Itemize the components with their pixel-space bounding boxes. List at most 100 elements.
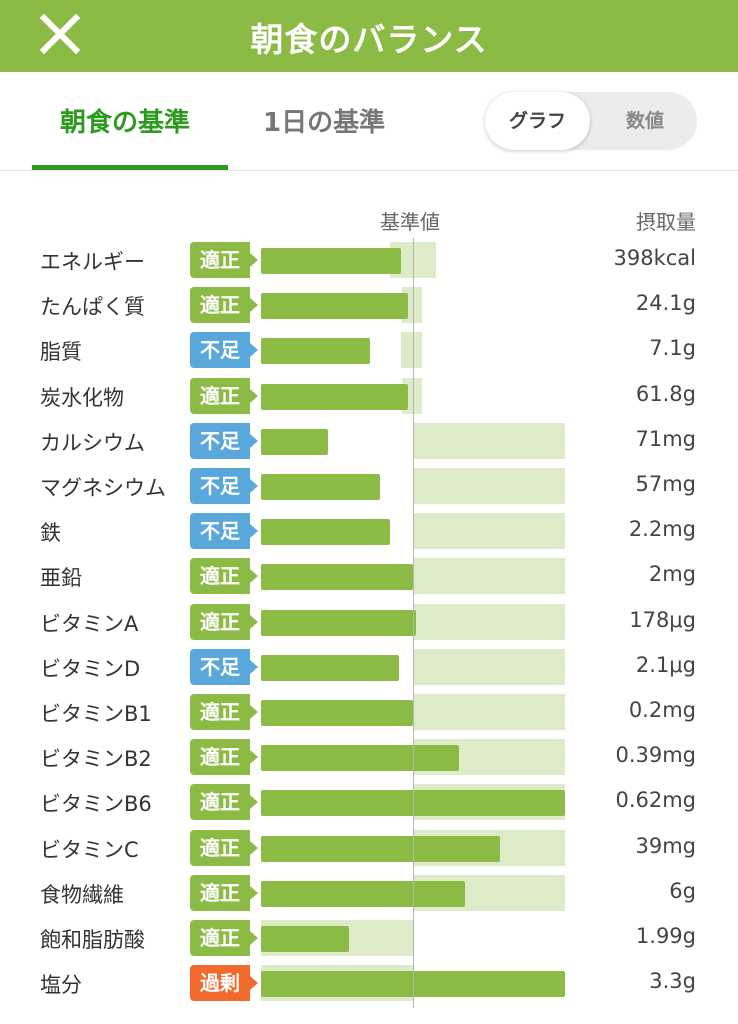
status-badge: 適正 <box>190 920 258 956</box>
nutrient-row: ビタミンD 不足 2.1μg <box>0 647 738 692</box>
nutrient-row: 食物繊維 適正 6g <box>0 873 738 918</box>
nutrient-name: 鉄 <box>40 521 61 546</box>
nutrient-name: たんぱく質 <box>40 295 145 320</box>
intake-bar <box>261 338 371 365</box>
page-title: 朝食のバランス <box>250 20 488 59</box>
status-badge: 不足 <box>190 332 258 369</box>
intake-bar <box>261 880 465 907</box>
close-icon[interactable] <box>36 10 84 58</box>
intake-bar <box>261 428 328 455</box>
nutrient-name: 食物繊維 <box>40 882 124 907</box>
nutrient-row: ビタミンB6 適正 0.62mg <box>0 782 738 827</box>
intake-amount: 3.3g <box>649 969 696 994</box>
status-badge: 適正 <box>190 287 258 324</box>
nutrient-row: エネルギー 適正 398kcal <box>0 240 738 285</box>
intake-column-header: 摂取量 <box>636 210 696 234</box>
reference-range <box>413 603 565 640</box>
nutrient-name: ビタミンB6 <box>40 792 152 817</box>
intake-amount: 57mg <box>635 472 696 496</box>
intake-amount: 0.39mg <box>615 743 696 768</box>
nutrient-row: ビタミンB1 適正 0.2mg <box>0 692 738 737</box>
reference-range <box>413 468 565 504</box>
nutrient-name: 脂質 <box>40 340 82 365</box>
intake-bar <box>261 835 500 862</box>
reference-range <box>400 332 423 369</box>
intake-bar <box>261 474 380 500</box>
intake-amount: 2mg <box>648 562 696 587</box>
status-badge: 適正 <box>190 874 258 911</box>
status-badge: 不足 <box>190 422 258 459</box>
nutrient-name: ビタミンB2 <box>40 747 152 772</box>
status-badge: 適正 <box>190 603 258 640</box>
intake-amount: 71mg <box>635 426 696 451</box>
status-badge: 過剰 <box>190 965 258 1002</box>
intake-bar <box>261 926 350 952</box>
nutrient-name: 飽和脂肪酸 <box>40 928 145 952</box>
intake-bar <box>261 383 409 410</box>
nutrient-row: 脂質 不足 7.1g <box>0 330 738 375</box>
status-badge: 不足 <box>190 648 258 685</box>
intake-bar <box>261 564 413 591</box>
intake-amount: 2.1μg <box>635 652 696 677</box>
nutrient-name: 塩分 <box>40 973 82 998</box>
nutrient-row: 炭水化物 適正 61.8g <box>0 376 738 421</box>
intake-amount: 7.1g <box>649 336 696 361</box>
reference-range <box>413 513 565 550</box>
reference-range <box>413 648 565 685</box>
nutrient-row: ビタミンB2 適正 0.39mg <box>0 737 738 782</box>
status-badge: 不足 <box>190 468 258 504</box>
nutrient-row: たんぱく質 適正 24.1g <box>0 285 738 330</box>
nutrient-name: ビタミンB1 <box>40 702 152 726</box>
intake-amount: 24.1g <box>635 291 696 316</box>
nutrient-row: カルシウム 不足 71mg <box>0 421 738 466</box>
reference-range <box>413 422 565 459</box>
status-badge: 適正 <box>190 694 258 730</box>
intake-bar <box>261 293 409 320</box>
nutrient-name: ビタミンC <box>40 837 139 862</box>
nutrient-name: マグネシウム <box>40 476 166 500</box>
intake-amount: 0.2mg <box>628 698 696 722</box>
tab-breakfast-standard[interactable]: 朝食の基準 <box>60 108 191 138</box>
reference-range <box>413 558 565 595</box>
intake-bar <box>261 654 400 681</box>
intake-bar <box>261 519 391 546</box>
nutrient-row: 塩分 過剰 3.3g <box>0 963 738 1008</box>
reference-line <box>413 238 414 1008</box>
tab-bar: 朝食の基準 1日の基準 グラフ 数値 <box>0 72 738 171</box>
status-badge: 適正 <box>190 242 258 278</box>
nutrient-row: 飽和脂肪酸 適正 1.99g <box>0 918 738 963</box>
intake-bar <box>261 248 401 274</box>
active-tab-indicator <box>32 165 228 170</box>
nutrient-name: ビタミンA <box>40 611 139 636</box>
toggle-numbers[interactable]: 数値 <box>625 110 664 132</box>
status-badge: 適正 <box>190 558 258 595</box>
nutrient-row: 亜鉛 適正 2mg <box>0 556 738 601</box>
view-toggle: グラフ 数値 <box>485 92 697 150</box>
status-badge: 適正 <box>190 377 258 414</box>
tab-daily-standard[interactable]: 1日の基準 <box>263 108 386 138</box>
nutrient-name: ビタミンD <box>40 656 141 681</box>
reference-column-header: 基準値 <box>380 210 440 234</box>
intake-amount: 39mg <box>635 833 696 858</box>
status-badge: 適正 <box>190 739 258 776</box>
intake-amount: 61.8g <box>635 381 696 406</box>
nutrient-row: ビタミンC 適正 39mg <box>0 828 738 873</box>
toggle-graph[interactable]: グラフ <box>485 92 590 150</box>
nutrient-row: マグネシウム 不足 57mg <box>0 466 738 511</box>
intake-amount: 0.62mg <box>615 788 696 813</box>
nutrient-row: ビタミンA 適正 178μg <box>0 602 738 647</box>
nutrient-name: エネルギー <box>40 250 145 274</box>
intake-bar <box>261 609 417 636</box>
nutrient-name: カルシウム <box>40 430 145 455</box>
app-header: 朝食のバランス <box>0 0 738 72</box>
status-badge: 不足 <box>190 513 258 550</box>
intake-amount: 398kcal <box>613 246 697 270</box>
intake-amount: 2.2mg <box>628 517 696 542</box>
nutrient-name: 亜鉛 <box>40 566 82 591</box>
status-badge: 適正 <box>190 829 258 866</box>
intake-amount: 6g <box>669 878 696 903</box>
reference-range <box>413 694 565 730</box>
intake-bar <box>261 745 459 772</box>
intake-bar <box>261 700 413 726</box>
intake-amount: 178μg <box>629 607 696 632</box>
